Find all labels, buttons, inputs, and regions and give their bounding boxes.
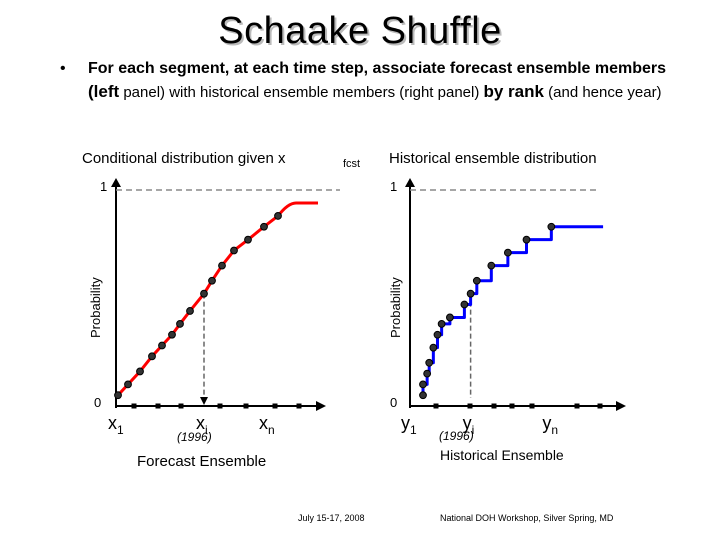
right-point-1 (419, 380, 427, 389)
right-x-tick-3 (509, 403, 515, 409)
left-point-9 (208, 276, 216, 285)
right-chart: y1 yi yn (401, 178, 626, 437)
left-x-tick-4 (243, 403, 249, 409)
left-point-13 (260, 222, 268, 231)
right-point-14 (547, 222, 556, 231)
left-y-tick-bottom: 0 (94, 395, 101, 410)
right-x-label: Historical Ensemble (440, 447, 564, 463)
left-vertical-guide-arrow (200, 397, 208, 405)
right-x-marker-1: yi (463, 413, 475, 437)
right-x-marker-0: y1 (401, 413, 417, 437)
right-y-tick-top: 1 (390, 179, 397, 194)
right-point-5 (433, 330, 442, 339)
bullet-text-line1: For each segment, at each time step, ass… (88, 60, 667, 77)
left-x-marker-1: xi (196, 413, 208, 437)
bullet-line2-part4: (and hence year) (543, 84, 662, 101)
left-x-axis-arrow (316, 401, 326, 411)
left-point-4 (158, 341, 166, 350)
left-point-10 (218, 261, 226, 270)
right-point-13 (522, 235, 531, 244)
left-x-marker-2: xn (259, 413, 275, 437)
right-point-10 (472, 276, 481, 285)
left-x-tick-0 (131, 403, 137, 409)
right-x-tick-4 (529, 403, 535, 409)
left-x-tick-6 (296, 403, 302, 409)
right-y-label: Probability (388, 277, 403, 338)
left-series-line (116, 201, 318, 397)
left-x-label: Forecast Ensemble (137, 453, 266, 470)
left-y-label: Probability (88, 277, 103, 338)
right-y-tick-bottom: 0 (390, 395, 397, 410)
right-x-marker-sub-1: i (472, 423, 475, 437)
left-x-marker-sub-2: n (268, 423, 275, 437)
left-x-tick-5 (272, 403, 278, 409)
left-point-5 (168, 330, 176, 339)
left-point-12 (244, 235, 252, 244)
right-y-axis-arrow (405, 178, 415, 187)
left-y-tick-top: 1 (100, 179, 107, 194)
right-x-tick-2 (491, 403, 497, 409)
right-point-8 (460, 300, 469, 309)
right-yi-note: (1996) (439, 429, 474, 443)
left-chart-title-sub: fcst (343, 158, 360, 170)
right-x-marker-2: yn (542, 413, 558, 437)
bullet-line2-part3: by rank (483, 82, 544, 101)
right-x-tick-6 (597, 403, 603, 409)
left-x-tick-1 (155, 403, 161, 409)
left-x-marker-sub-0: 1 (117, 423, 124, 437)
right-x-tick-0 (433, 403, 439, 409)
left-y-axis-arrow (111, 178, 121, 187)
left-point-2 (136, 367, 144, 376)
right-x-tick-5 (574, 403, 580, 409)
right-point-4 (429, 343, 438, 352)
bullet-symbol: • (60, 60, 66, 77)
right-chart-title: Historical ensemble distribution (389, 150, 597, 167)
bullet-line2-part2: panel) with historical ensemble members … (119, 84, 484, 101)
left-point-14 (274, 212, 282, 220)
bullet-line2-part1: (left (88, 82, 120, 101)
left-point-8 (200, 289, 208, 298)
right-point-7 (446, 313, 454, 322)
right-point-2 (423, 369, 432, 378)
left-point-0 (114, 391, 122, 400)
left-point-3 (148, 352, 156, 361)
left-x-tick-3 (217, 403, 223, 409)
right-x-tick-1 (467, 403, 473, 409)
footer-event: National DOH Workshop, Silver Spring, MD (440, 513, 614, 523)
left-point-11 (230, 246, 238, 255)
bullet-text-line2: (left panel) with historical ensemble me… (88, 82, 662, 102)
right-point-11 (487, 261, 496, 270)
right-x-axis-arrow (616, 401, 626, 411)
right-point-6 (437, 320, 446, 328)
right-point-0 (419, 391, 427, 400)
left-x-marker-0: x1 (108, 413, 124, 437)
left-point-6 (176, 320, 184, 328)
left-x-marker-sub-1: i (205, 423, 208, 437)
left-xi-note: (1996) (177, 430, 212, 444)
left-chart: x1 xi xn (108, 178, 340, 437)
left-x-tick-2 (178, 403, 184, 409)
right-point-9 (466, 289, 475, 298)
left-point-1 (124, 380, 132, 389)
right-x-marker-sub-2: n (551, 423, 558, 437)
footer-date: July 15-17, 2008 (298, 513, 365, 523)
left-point-7 (186, 307, 194, 315)
right-x-marker-sub-0: 1 (410, 423, 417, 437)
left-chart-title: Conditional distribution given x (82, 150, 286, 167)
slide-title: Schaake Shuffle (218, 10, 502, 52)
right-series-line (421, 225, 604, 396)
right-point-12 (503, 248, 512, 257)
right-point-3 (425, 358, 434, 367)
